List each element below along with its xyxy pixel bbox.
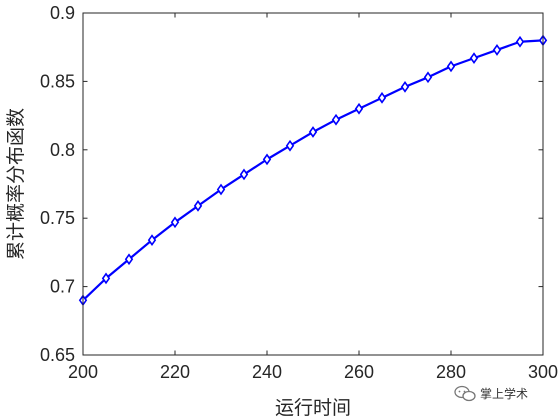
data-point-marker	[354, 102, 364, 115]
data-point-marker	[101, 272, 111, 285]
x-axis-label: 运行时间	[275, 397, 351, 419]
x-tick-label: 280	[436, 362, 466, 382]
data-point-marker	[446, 60, 456, 73]
data-point-marker	[308, 126, 318, 138]
y-tick-label: 0.75	[40, 208, 75, 228]
y-tick-label: 0.9	[50, 3, 75, 23]
x-tick-label: 220	[160, 362, 190, 382]
data-point-marker	[469, 52, 479, 65]
watermark: 掌上学术	[454, 385, 528, 402]
data-point-marker	[262, 153, 272, 166]
data-point-marker	[147, 234, 157, 246]
tick-labels: 200 220 240 260 280 300 0.65 0.7 0.75 0.8 0.85 0.9	[40, 3, 558, 382]
data-point-marker	[193, 200, 203, 212]
y-axis-label: 累计概率分布函数	[5, 108, 27, 260]
plot-frame	[82, 12, 544, 356]
data-point-marker	[285, 139, 295, 152]
data-point-marker	[331, 113, 341, 126]
x-tick-label: 260	[344, 362, 374, 382]
series-layer	[78, 34, 548, 307]
data-point-marker	[170, 216, 180, 229]
y-tick-label: 0.7	[50, 277, 75, 297]
data-point-marker	[124, 253, 134, 266]
plot-area	[83, 13, 543, 355]
data-point-marker	[492, 44, 502, 56]
data-point-marker	[239, 168, 249, 181]
x-tick-label: 200	[68, 362, 98, 382]
wechat-icon	[454, 385, 476, 402]
data-point-marker	[423, 71, 433, 84]
data-point-marker	[400, 80, 410, 93]
data-point-marker	[216, 183, 226, 196]
x-tick-label: 240	[252, 362, 282, 382]
y-tick-label: 0.65	[40, 345, 75, 365]
x-tick-label: 300	[528, 362, 558, 382]
y-tick-label: 0.85	[40, 71, 75, 91]
data-point-marker	[377, 91, 387, 104]
y-tick-label: 0.8	[50, 140, 75, 160]
watermark-text: 掌上学术	[480, 386, 528, 401]
data-point-marker	[515, 35, 525, 48]
